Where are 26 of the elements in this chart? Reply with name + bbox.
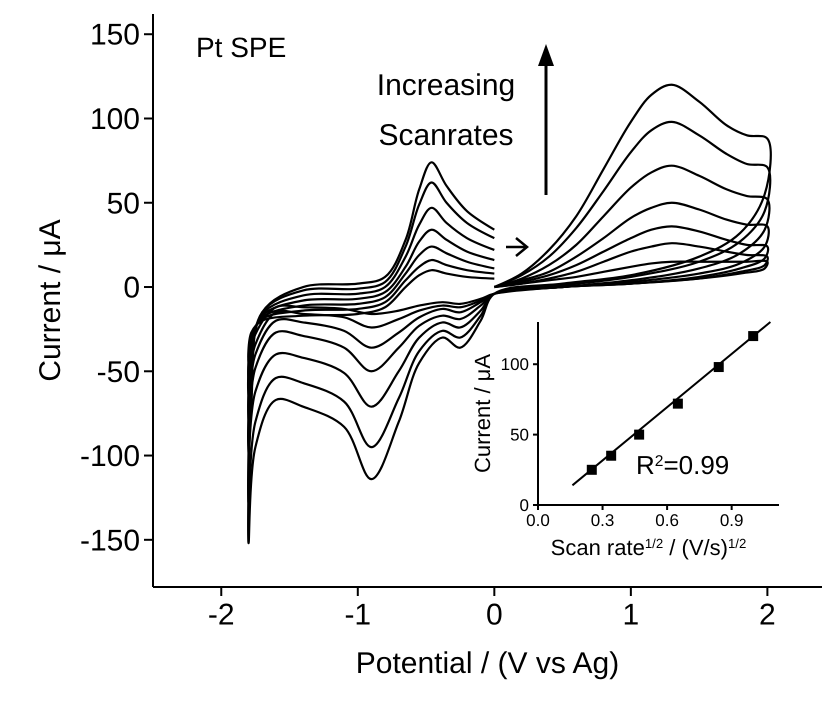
x-tick-label: -1 <box>344 598 372 632</box>
annotation: Increasing Scanrates <box>376 69 516 152</box>
x-tick-label: 0.3 <box>590 511 614 530</box>
annotation: R$^{2}$=0.99 <box>636 450 730 480</box>
y-tick-label: 0 <box>520 496 529 515</box>
x-tick-label: -2 <box>208 598 235 632</box>
y-tick-label: 0 <box>123 272 140 305</box>
x-tick-label: 0.6 <box>655 511 679 530</box>
y-axis-title: Current / μA <box>34 219 67 382</box>
x-tick-label: 0.9 <box>720 511 744 530</box>
y-tick-label: 100 <box>90 102 140 136</box>
x-tick-label: 1 <box>622 598 640 632</box>
x-axis-title: Potential / (V vs Ag) <box>356 647 620 680</box>
y-tick-label: 100 <box>500 355 529 374</box>
y-axis-title: Current / μA <box>470 354 495 474</box>
x-tick-label: 0.0 <box>526 511 550 530</box>
x-tick-label: 2 <box>759 598 776 632</box>
y-tick-label: -100 <box>80 440 140 474</box>
y-tick-label: 150 <box>90 18 140 52</box>
x-axis-title: Scan rate$^{1/2}$ / (V/s)$^{1/2}$ <box>550 535 746 560</box>
annotation: Pt SPE <box>196 32 286 63</box>
y-tick-label: 50 <box>510 426 529 445</box>
y-tick-label: -50 <box>96 356 140 389</box>
y-tick-label: 50 <box>106 187 140 220</box>
x-tick-label: 0 <box>486 598 503 632</box>
y-tick-label: -150 <box>80 524 140 558</box>
